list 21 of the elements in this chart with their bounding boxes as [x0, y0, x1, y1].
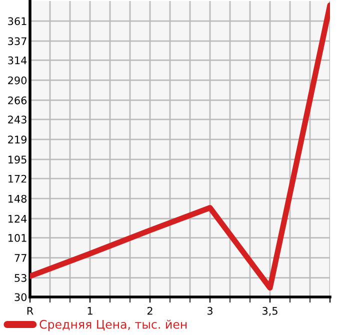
x-tick-label: R: [27, 307, 34, 315]
y-tick-label: 243: [8, 116, 26, 124]
y-tick-label: 361: [8, 17, 26, 26]
x-tick-label: 2: [147, 306, 152, 315]
y-tick-label: 124: [8, 214, 27, 223]
y-tick-label: 53: [14, 274, 26, 282]
x-tick-label: 3,5: [262, 306, 278, 316]
y-tick-label: 172: [8, 174, 26, 183]
y-tick-label: 337: [8, 37, 26, 46]
y-tick-label: 314: [8, 56, 27, 64]
y-tick-label: 195: [8, 156, 26, 164]
legend-label: Средняя Цена, тыс. йен: [40, 320, 187, 332]
y-tick-label: 30: [14, 293, 27, 302]
y-tick-label: 148: [8, 194, 27, 203]
x-tick-label: 1: [88, 307, 92, 315]
y-tick-label: 219: [8, 136, 26, 144]
y-tick-label: 77: [14, 254, 26, 262]
x-tick-label: 3: [207, 306, 212, 315]
y-tick-label: 290: [8, 76, 27, 84]
y-tick-label: 101: [8, 234, 26, 242]
y-tick-label: 266: [8, 96, 27, 104]
